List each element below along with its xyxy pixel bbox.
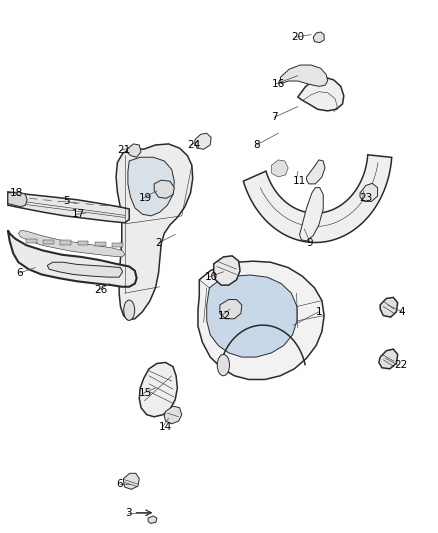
Polygon shape (60, 240, 71, 245)
Text: 2: 2 (155, 238, 162, 247)
Polygon shape (112, 243, 123, 247)
Text: 8: 8 (253, 140, 260, 150)
Polygon shape (47, 262, 123, 277)
Polygon shape (8, 192, 129, 223)
Text: 9: 9 (307, 238, 313, 247)
Polygon shape (116, 144, 193, 320)
Polygon shape (128, 157, 174, 216)
Polygon shape (300, 188, 323, 241)
Text: 11: 11 (293, 176, 306, 186)
Polygon shape (95, 242, 106, 246)
Text: 15: 15 (139, 389, 152, 398)
Polygon shape (148, 516, 157, 523)
Text: 12: 12 (218, 311, 231, 320)
Polygon shape (127, 144, 141, 157)
Polygon shape (207, 275, 297, 357)
Text: 19: 19 (139, 193, 152, 203)
Text: 7: 7 (271, 112, 277, 122)
Polygon shape (8, 192, 27, 207)
Text: 16: 16 (272, 79, 285, 89)
Text: 3: 3 (125, 508, 131, 518)
Polygon shape (244, 155, 392, 243)
Polygon shape (8, 230, 137, 287)
Text: 4: 4 (399, 307, 405, 317)
Polygon shape (124, 473, 139, 489)
Polygon shape (78, 241, 88, 245)
Polygon shape (18, 230, 125, 257)
Text: 14: 14 (159, 423, 172, 432)
Polygon shape (379, 349, 398, 369)
Polygon shape (43, 239, 54, 244)
Polygon shape (195, 133, 211, 149)
Polygon shape (139, 362, 177, 417)
Polygon shape (298, 77, 344, 111)
Text: 24: 24 (187, 140, 201, 150)
Text: 18: 18 (10, 188, 23, 198)
Polygon shape (154, 180, 174, 198)
Text: 22: 22 (394, 360, 407, 370)
Polygon shape (272, 160, 288, 177)
Polygon shape (26, 239, 37, 243)
Polygon shape (380, 297, 398, 317)
Polygon shape (198, 261, 324, 379)
Polygon shape (360, 183, 378, 201)
Ellipse shape (124, 300, 134, 320)
Polygon shape (220, 300, 242, 319)
Text: 5: 5 (64, 197, 70, 206)
Polygon shape (214, 256, 240, 285)
Text: 26: 26 (94, 286, 107, 295)
Text: 6: 6 (17, 268, 23, 278)
Text: 6: 6 (116, 479, 123, 489)
Ellipse shape (217, 354, 230, 376)
Text: 1: 1 (315, 307, 322, 317)
Text: 10: 10 (205, 272, 218, 282)
Text: 20: 20 (291, 33, 304, 42)
Polygon shape (313, 32, 324, 43)
Text: 21: 21 (117, 146, 131, 155)
Text: 17: 17 (72, 209, 85, 219)
Text: 23: 23 (359, 193, 372, 203)
Polygon shape (164, 406, 182, 424)
Polygon shape (280, 65, 328, 86)
Polygon shape (307, 160, 325, 184)
